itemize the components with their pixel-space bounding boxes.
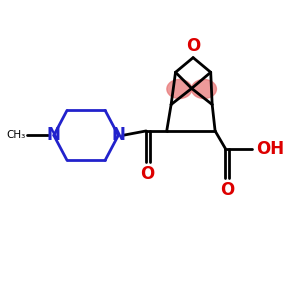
Text: O: O [220,182,234,200]
Ellipse shape [167,80,192,98]
Text: N: N [47,126,61,144]
Text: O: O [140,165,155,183]
Ellipse shape [191,80,216,98]
Text: O: O [186,37,200,55]
Text: CH₃: CH₃ [7,130,26,140]
Text: N: N [111,126,125,144]
Text: OH: OH [256,140,284,158]
